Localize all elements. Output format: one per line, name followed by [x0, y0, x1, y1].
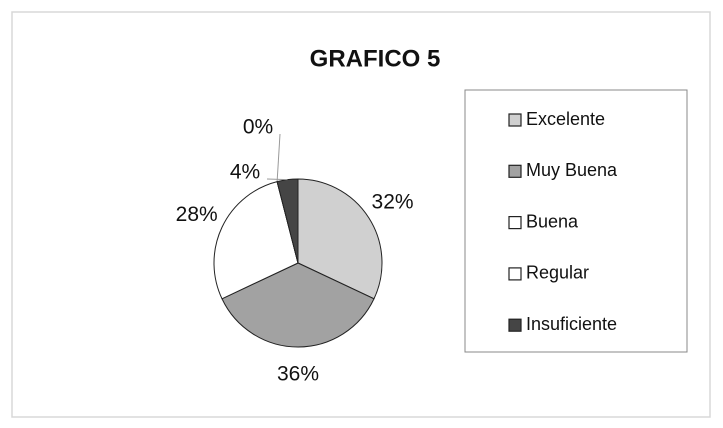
legend-swatch: [508, 164, 522, 178]
data-label: 0%: [243, 116, 273, 139]
legend-label: Insuficiente: [526, 314, 617, 334]
data-label: 32%: [372, 191, 414, 214]
legend-label: Regular: [526, 263, 589, 283]
legend-swatch: [508, 318, 522, 332]
data-label: 28%: [176, 203, 218, 226]
leader-line: [266, 178, 288, 181]
legend-swatch: [508, 113, 522, 127]
leader-line: [276, 133, 281, 182]
data-label: 36%: [277, 363, 319, 386]
legend-label: Excelente: [526, 109, 605, 129]
pie-slice: [213, 181, 299, 300]
legend-swatch: [508, 216, 522, 230]
legend-swatch: [508, 267, 522, 281]
legend-label: Buena: [526, 211, 579, 231]
data-label: 4%: [230, 161, 260, 184]
legend-box: [464, 89, 688, 353]
pie-slice: [221, 262, 375, 348]
legend-label: Muy Buena: [526, 160, 618, 180]
pie-slice: [297, 178, 383, 300]
chart-title: GRAFICO 5: [310, 45, 441, 72]
